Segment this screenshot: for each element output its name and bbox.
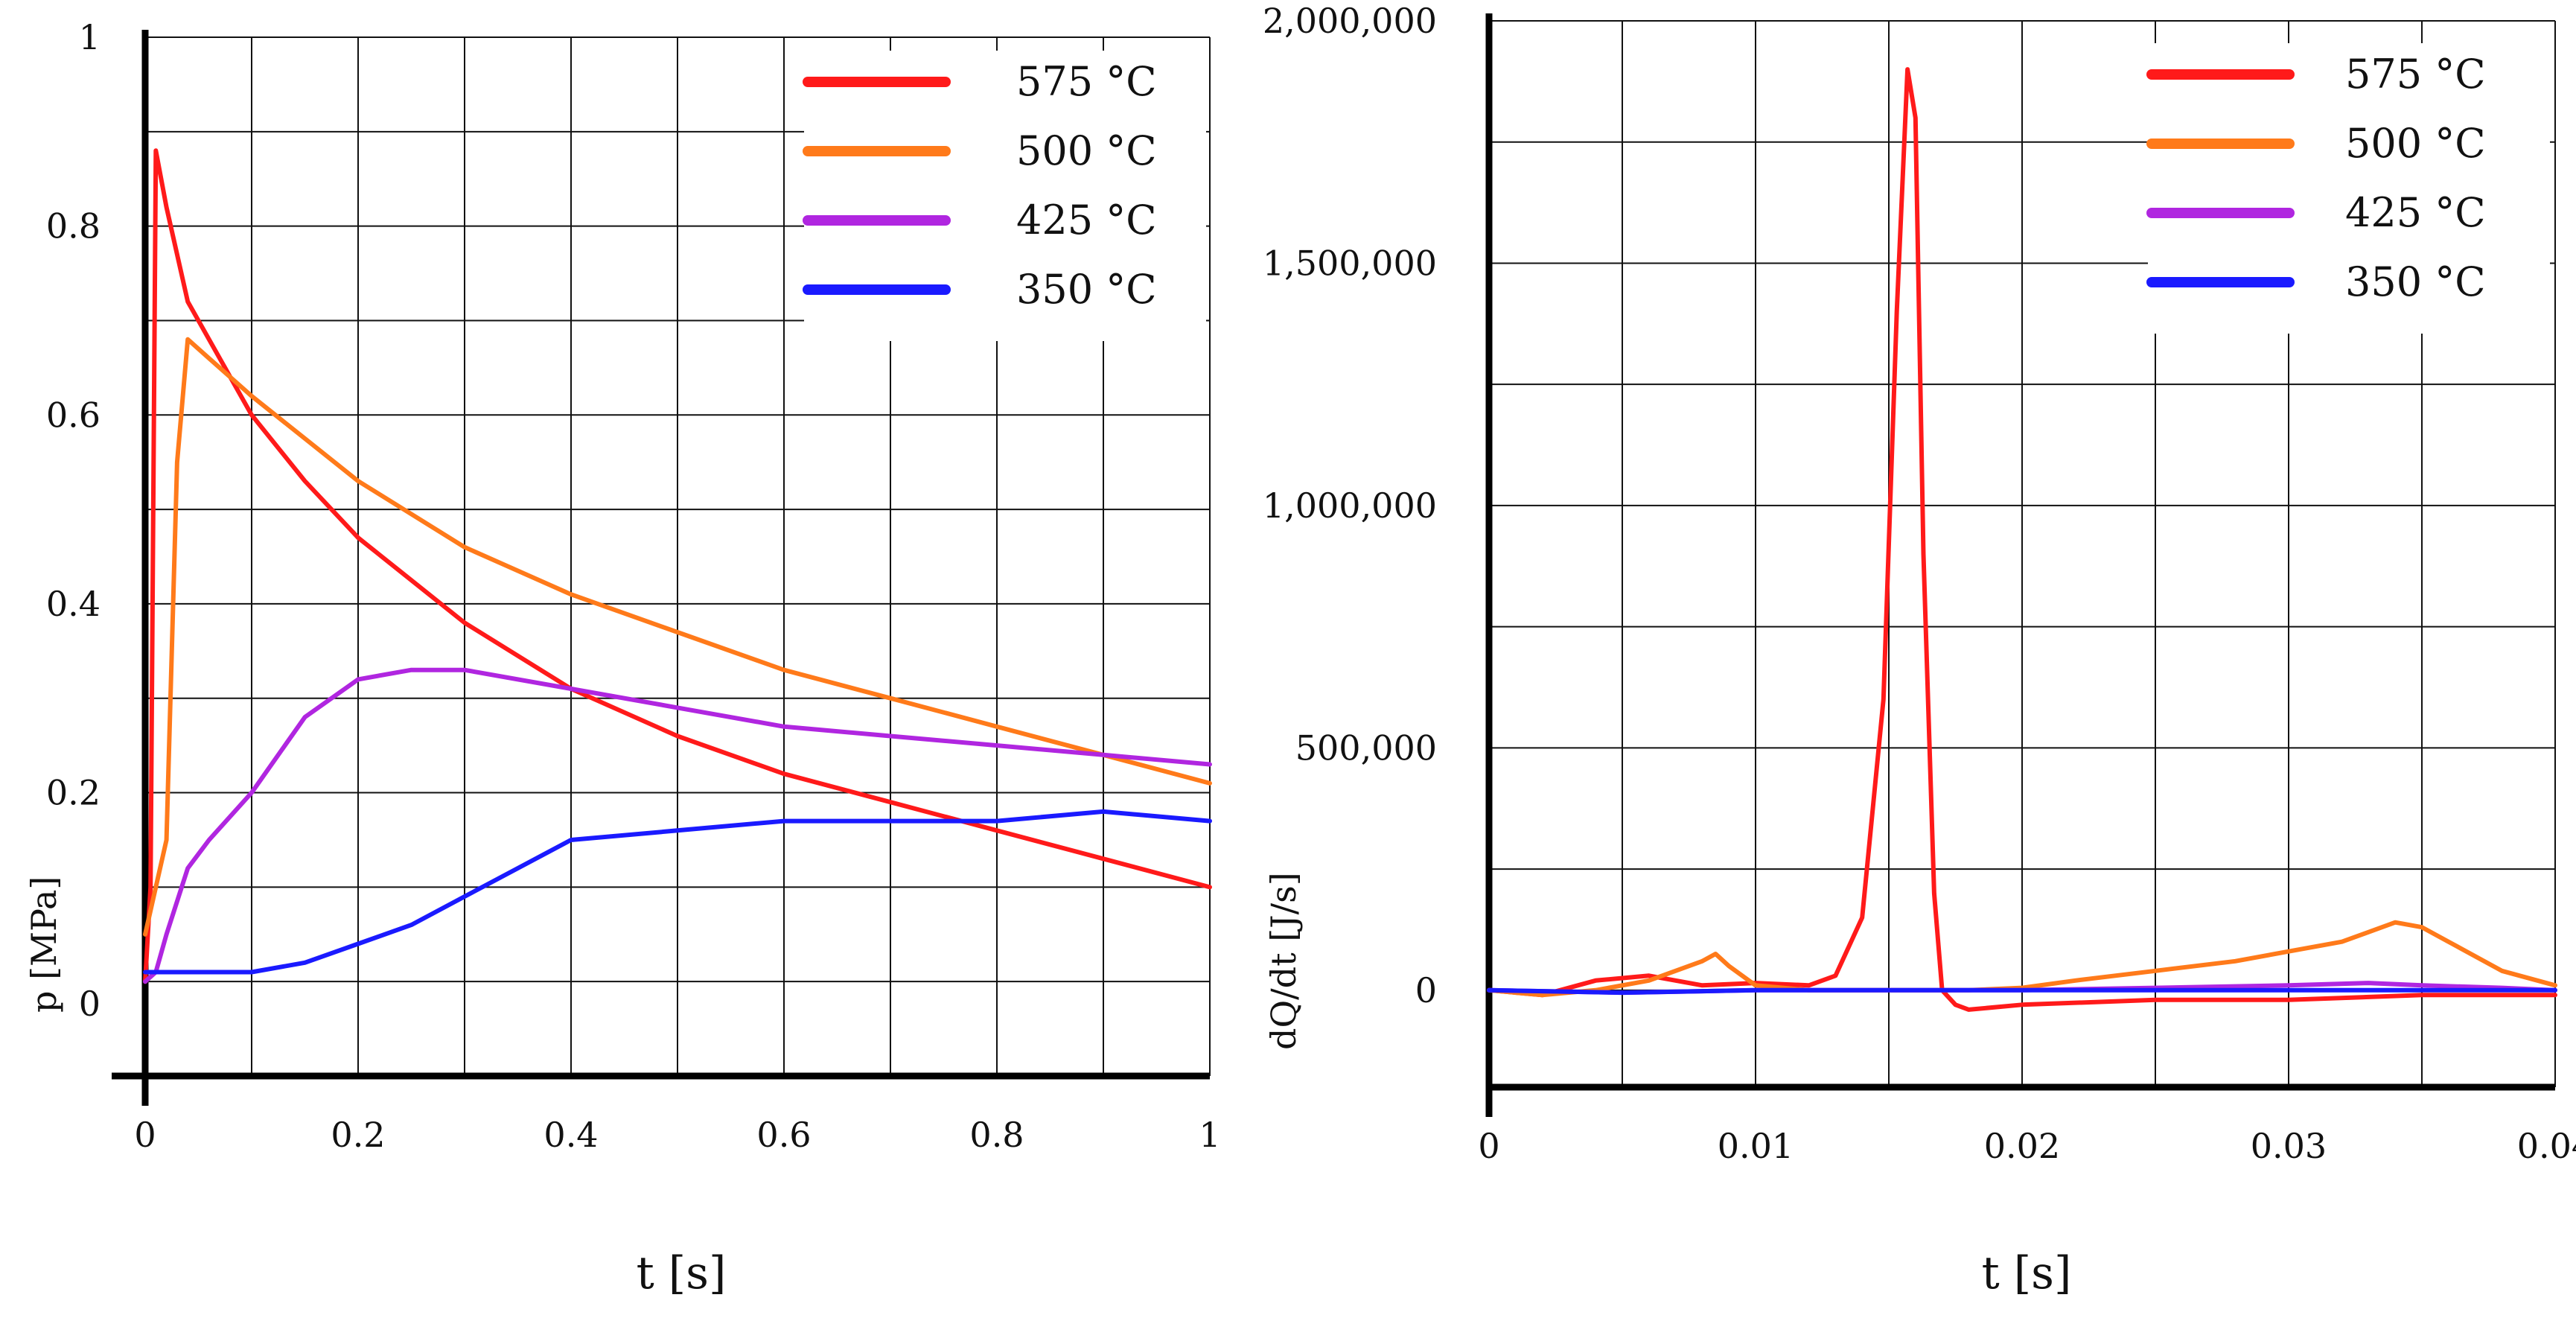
- y-axis-title: p [MPa]: [24, 876, 64, 1013]
- y-tick-label: 1,500,000: [1263, 243, 1437, 283]
- y-tick-label: 0.8: [46, 206, 101, 246]
- series-line-3: [143, 809, 1212, 975]
- x-tick-label: 0.8: [969, 1115, 1024, 1155]
- x-tick-label: 0: [1478, 1126, 1499, 1166]
- series-line-0: [1487, 67, 2557, 1012]
- x-tick-label: 0.6: [756, 1115, 811, 1155]
- legend-label: 425 °C: [2345, 189, 2486, 236]
- legend-label: 350 °C: [2345, 258, 2486, 305]
- x-tick-label: 0.2: [331, 1115, 385, 1155]
- pressure-chart: 0 0.2 0.4 0.6 0.8 1 0 0.2 0.4 0.6 0.8 1 t [s] p [MPa]…: [24, 17, 1221, 1299]
- y-tick-label: 0.4: [46, 584, 101, 624]
- y-tick-label: 2,000,000: [1263, 1, 1437, 41]
- heat-release-chart: 0 0.01 0.02 0.03 0.04 0 500,000 1,000,000 1,500,…: [1263, 1, 2576, 1299]
- x-axis-title: t [s]: [637, 1247, 727, 1299]
- x-tick-label: 1: [1199, 1115, 1220, 1155]
- x-axis-title: t [s]: [1982, 1247, 2072, 1299]
- x-tick-label: 0.01: [1718, 1126, 1794, 1166]
- legend-label: 500 °C: [1016, 127, 1157, 174]
- series-line-2: [143, 667, 1212, 984]
- x-tick-label: 0.02: [1984, 1126, 2060, 1166]
- y-tick-label: 0: [1415, 970, 1437, 1010]
- legend-label: 350 °C: [1016, 266, 1157, 313]
- legend-label: 425 °C: [1016, 197, 1157, 243]
- y-tick-label: 1: [79, 17, 101, 57]
- series-line-0: [143, 148, 1212, 984]
- series-line-1: [143, 337, 1212, 937]
- y-tick-label: 1,000,000: [1263, 486, 1437, 526]
- legend-label: 575 °C: [1016, 58, 1157, 105]
- x-tick-label: 0.03: [2251, 1126, 2327, 1166]
- y-tick-label: 0: [79, 984, 101, 1024]
- x-tick-label: 0.04: [2517, 1126, 2576, 1166]
- legend-label: 500 °C: [2345, 120, 2486, 167]
- y-axis-title: dQ/dt [J/s]: [1263, 872, 1304, 1050]
- y-tick-label: 0.2: [46, 773, 101, 813]
- legend-label: 575 °C: [2345, 51, 2486, 98]
- y-tick-label: 0.6: [46, 395, 101, 435]
- series-line-3: [1487, 987, 2557, 996]
- y-tick-label: 500,000: [1295, 728, 1437, 768]
- x-tick-label: 0.4: [543, 1115, 598, 1155]
- x-tick-label: 0: [134, 1115, 156, 1155]
